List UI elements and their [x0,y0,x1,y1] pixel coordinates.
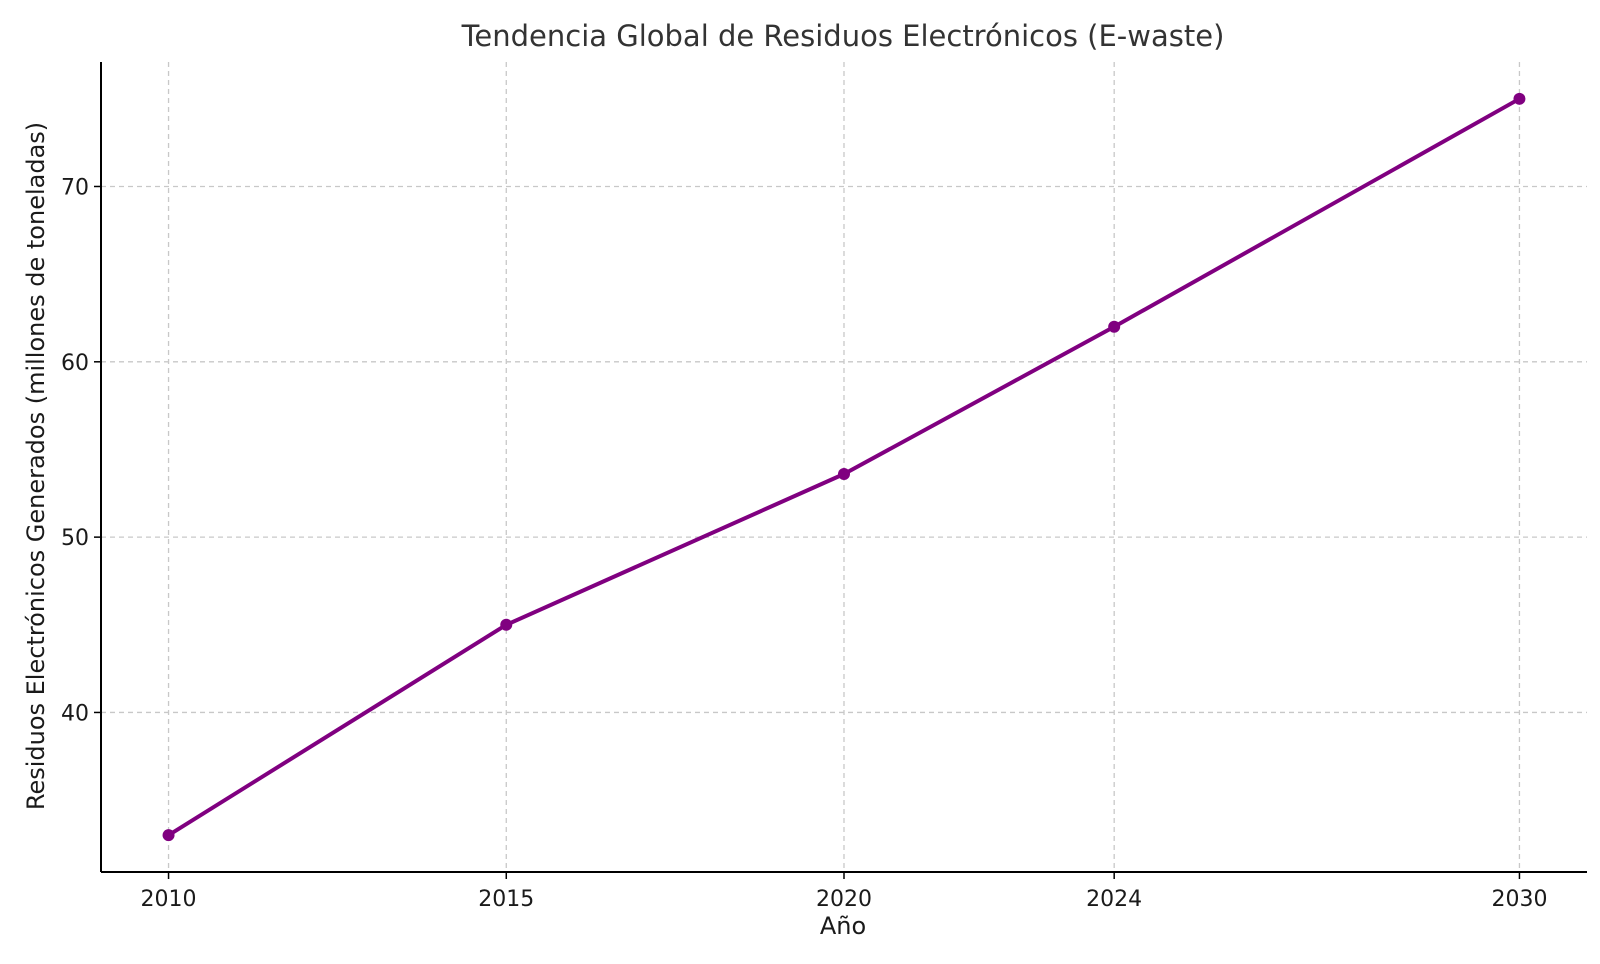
x-tick-label: 2015 [478,887,534,912]
x-axis-label: Año [820,912,866,940]
y-tick-label: 70 [61,175,89,200]
x-tick-label: 2024 [1086,887,1142,912]
y-tick-label: 50 [61,526,89,551]
y-tick-label: 60 [61,351,89,376]
x-tick-label: 2020 [816,887,872,912]
x-tick-label: 2030 [1491,887,1547,912]
data-point [1513,92,1526,105]
series [162,92,1526,842]
grid [101,62,1587,872]
y-tick-label: 40 [61,701,89,726]
data-point [500,618,513,631]
chart-title: Tendencia Global de Residuos Electrónico… [461,19,1225,53]
data-point [1108,320,1121,333]
tick-labels: 2010 2015 2020 2024 2030 40 50 60 70 [61,175,1547,912]
y-axis-label: Residuos Electrónicos Generados (millone… [22,122,50,810]
x-tick-label: 2010 [141,887,197,912]
data-point [162,829,175,842]
data-point [838,468,850,481]
